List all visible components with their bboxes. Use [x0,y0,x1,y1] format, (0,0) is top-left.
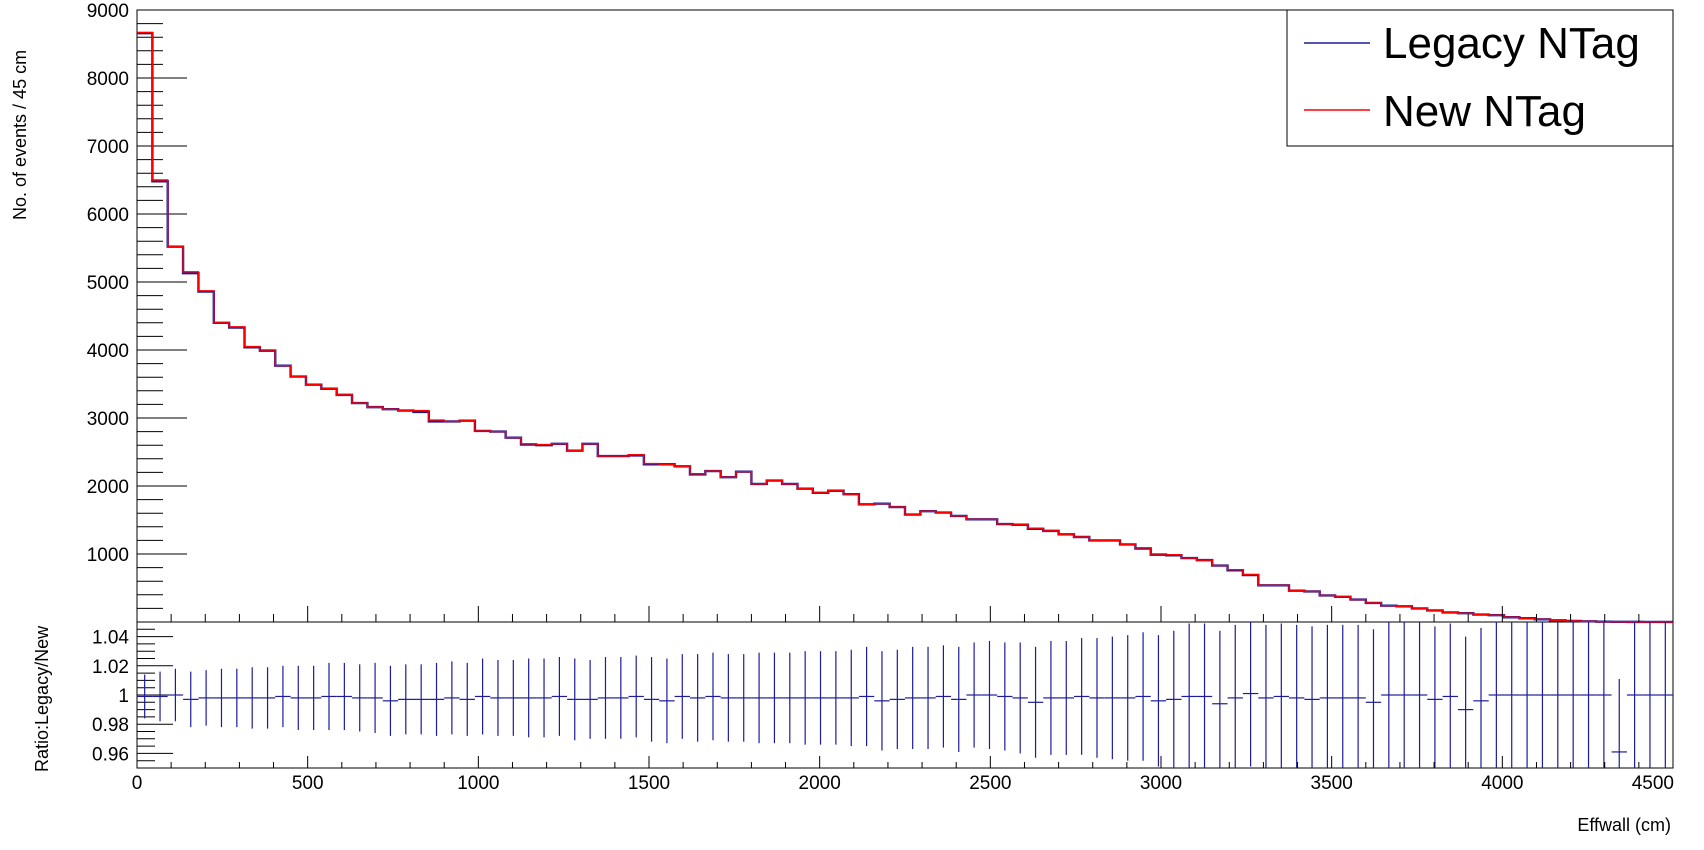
legend-box [1286,9,1674,147]
y-tick-label: 6000 [87,205,129,226]
y-tick-label: 7000 [87,137,129,158]
x-axis-title: Effwall (cm) [1577,815,1671,835]
ratio-y-tick-label: 0.96 [92,744,129,765]
x-tick-label: 4000 [1481,773,1523,794]
ratio-y-tick-label: 1.02 [92,657,129,678]
ratio-y-tick-label: 0.98 [92,715,129,736]
x-tick-label: 500 [292,773,324,794]
x-tick-label: 0 [132,773,143,794]
legend-label-new: New NTag [1383,87,1586,136]
y-tick-label: 3000 [87,409,129,430]
main-y-ticks: 1000 2000 3000 4000 5000 6000 7000 8000 9000 [87,1,187,609]
y-tick-label: 9000 [87,1,129,22]
y-tick-label: 5000 [87,273,129,294]
y-tick-label: 8000 [87,69,129,90]
x-tick-label: 4500 [1632,773,1674,794]
x-tick-label: 1000 [457,773,499,794]
ratio-y-ticks: 0.96 0.98 1 1.02 1.04 [92,621,173,769]
ratio-x-ticks: 0 500 1000 1500 2000 2500 3000 3500 4000 4500 [132,756,1674,794]
legend: Legacy NTag New NTag [1286,9,1674,147]
ratio-y-axis-title: Ratio:Legacy/New [32,625,52,772]
main-series [137,31,1673,624]
series-new-step [137,31,1673,623]
x-tick-label: 2500 [969,773,1011,794]
ratio-y-tick-label: 1.04 [92,628,129,649]
x-tick-label: 1500 [628,773,670,794]
y-tick-label: 4000 [87,341,129,362]
y-tick-label: 1000 [87,545,129,566]
ratio-y-tick-label: 1 [118,686,129,707]
ratio-plot-frame [136,621,1674,769]
x-tick-label: 3500 [1311,773,1353,794]
ratio-series [137,622,1673,768]
x-tick-label: 3000 [1140,773,1182,794]
x-tick-label: 2000 [799,773,841,794]
y-tick-label: 2000 [87,477,129,498]
legend-label-legacy: Legacy NTag [1383,19,1640,68]
main-x-ticks [136,606,1674,622]
main-y-axis-title: No. of events / 45 cm [10,50,30,220]
